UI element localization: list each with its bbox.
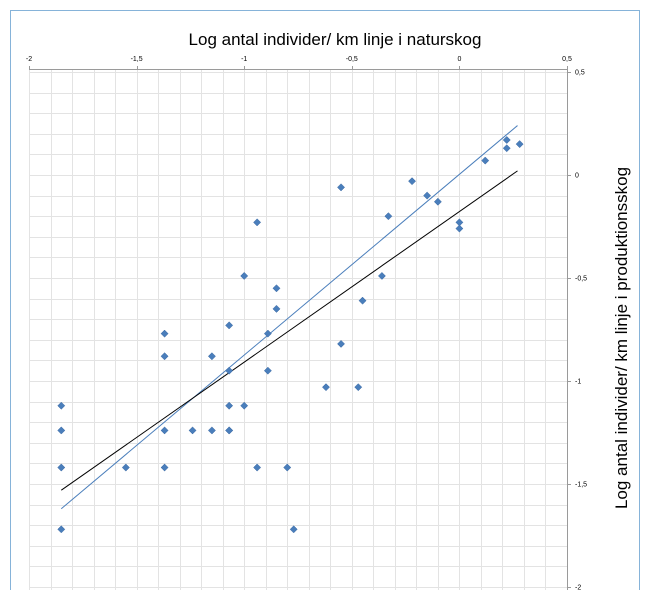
data-point: [283, 463, 292, 472]
chart-frame: [10, 10, 640, 590]
tick-labels: -2 -1,5 -1 -0,5 0 0,50,5 0 -0,5 -1 -1,5 -2: [26, 56, 587, 590]
data-point: [188, 426, 197, 435]
data-point: [272, 284, 281, 293]
data-point: [354, 383, 363, 392]
data-point: [502, 144, 511, 153]
data-point: [225, 401, 234, 410]
y-axis-title: Log antal individer/ km linje i produkti…: [612, 167, 631, 509]
y-tick-label: -1: [575, 379, 581, 386]
data-point: [253, 218, 262, 227]
data-point: [322, 383, 330, 392]
data-point: [423, 191, 432, 200]
axes: [29, 66, 571, 590]
data-point: [384, 212, 393, 221]
gridlines: [29, 69, 568, 590]
data-point: [207, 352, 216, 361]
data-point: [240, 271, 249, 280]
data-point: [263, 329, 272, 338]
data-point: [253, 463, 262, 472]
data-point: [207, 426, 216, 435]
x-tick-label: -2: [26, 56, 32, 63]
y-tick-label: -1,5: [575, 482, 587, 489]
data-point: [377, 271, 386, 280]
data-point: [57, 525, 66, 534]
x-tick-label: -1,5: [131, 56, 143, 63]
data-point: [455, 224, 464, 233]
data-point: [160, 352, 169, 361]
data-point: [57, 463, 66, 472]
data-point: [225, 426, 234, 435]
trendline-black: [60, 170, 518, 491]
data-point: [240, 401, 249, 410]
data-point: [160, 426, 169, 435]
data-point: [289, 525, 298, 534]
data-points: [57, 136, 524, 534]
trendlines: [60, 125, 518, 510]
data-point: [408, 177, 417, 186]
data-point: [481, 156, 490, 165]
data-point: [57, 401, 66, 410]
data-point: [263, 366, 272, 375]
data-point: [225, 321, 234, 330]
data-point: [502, 136, 511, 144]
data-point: [160, 463, 169, 472]
data-point: [337, 183, 345, 192]
data-point: [358, 296, 367, 305]
y-tick-label: -0,5: [575, 276, 587, 283]
data-point: [160, 329, 169, 338]
trendline-blue: [60, 125, 518, 510]
y-tick-label: 0,5: [575, 70, 585, 77]
data-point: [433, 197, 442, 206]
data-point: [515, 140, 524, 149]
data-point: [225, 366, 234, 375]
y-tick-label: 0: [575, 173, 579, 180]
x-tick-label: -0,5: [346, 56, 358, 63]
data-point: [337, 339, 345, 348]
y-tick-label: -2: [575, 585, 581, 590]
data-point: [57, 426, 66, 435]
data-point: [121, 463, 130, 472]
x-tick-label: 0: [457, 56, 461, 63]
data-point: [272, 304, 281, 313]
x-tick-label: -1: [241, 56, 247, 63]
x-axis-title: Log antal individer/ km linje i natursko…: [189, 30, 482, 49]
x-tick-label: 0,5: [562, 56, 572, 63]
